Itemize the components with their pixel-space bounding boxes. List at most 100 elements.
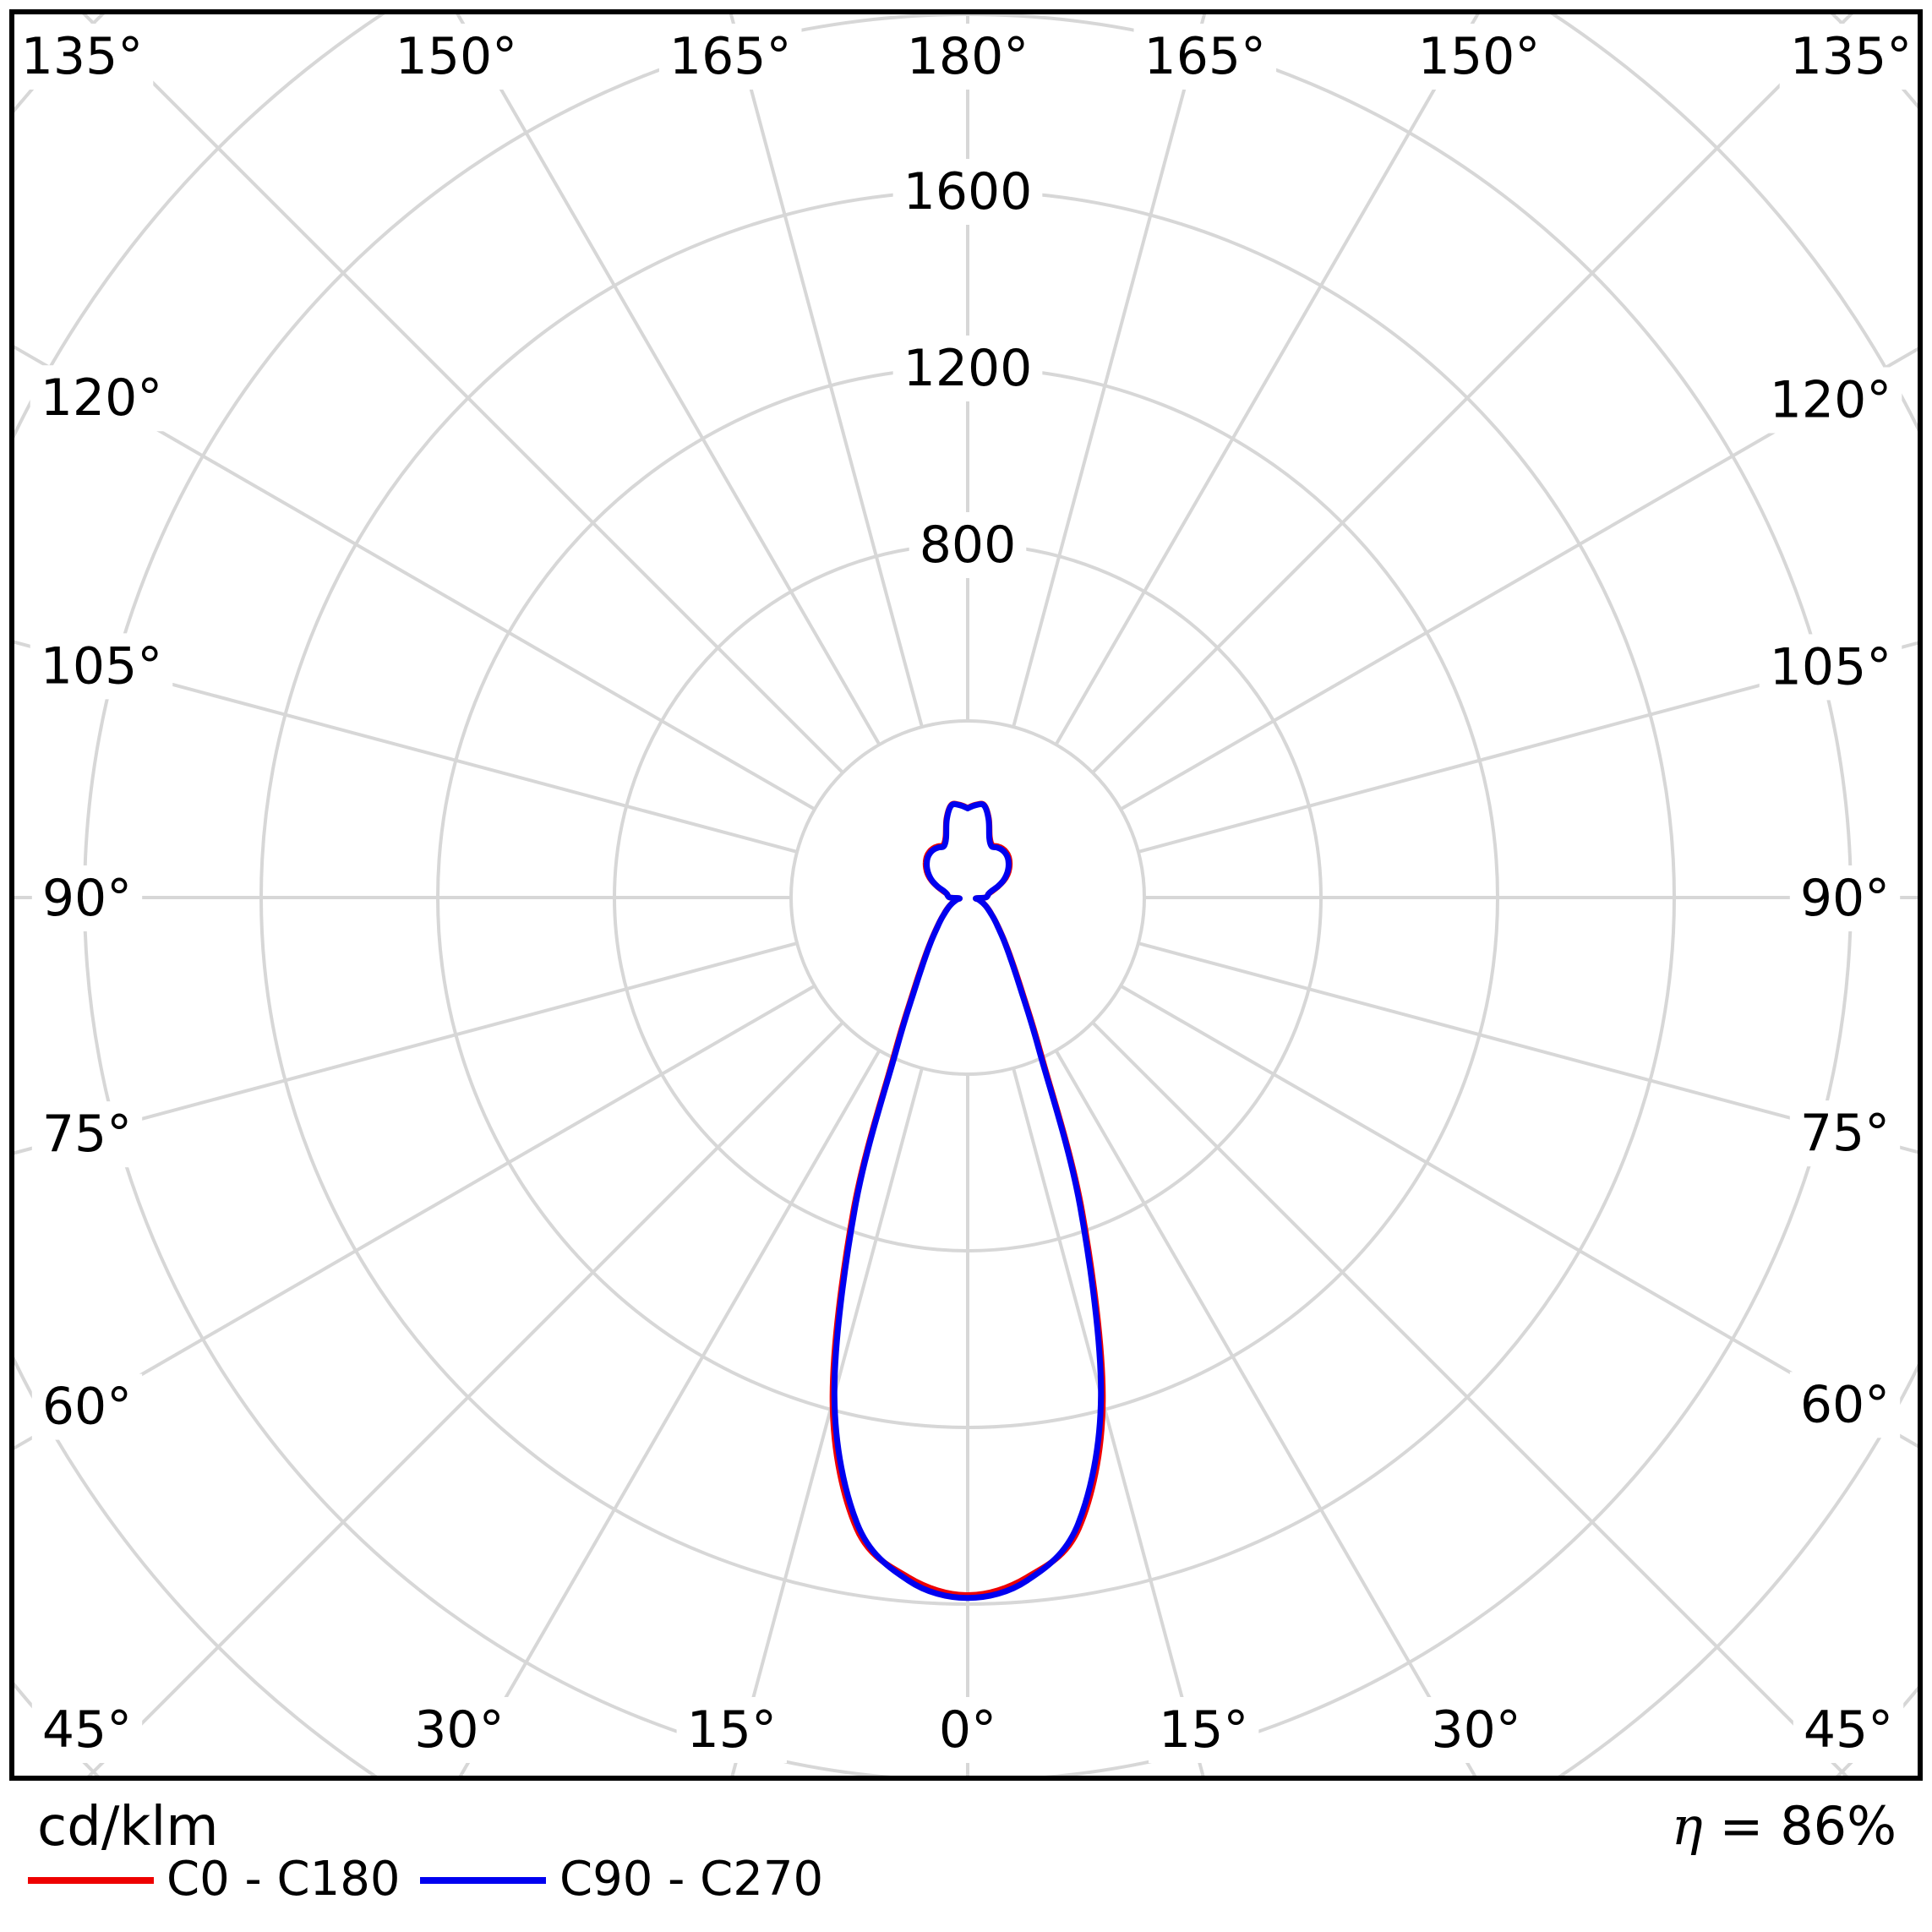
angle-label-text: 150° [1418,27,1541,86]
grid-spoke [730,1067,924,1776]
angle-label: 150° [1407,24,1551,90]
angle-label: 165° [1133,24,1277,90]
angle-label-text: 75° [42,1105,132,1164]
label-mask [31,1373,143,1440]
ring-labels: 800 1200 1600 [892,159,1043,578]
ring-label-text: 1200 [903,339,1033,398]
ring-label: 800 [909,512,1027,578]
grid-spoke [729,14,924,728]
angle-label: 165° [658,24,802,90]
angle-label: 135° [10,24,154,90]
angle-label: 180° [896,24,1040,90]
grid-spoke [82,14,844,774]
label-mask [892,336,1043,401]
angle-label-text: 120° [41,368,163,428]
label-mask [1759,634,1902,701]
label-mask [892,159,1043,225]
label-mask [1421,1697,1531,1763]
angle-label: 60° [31,1373,143,1440]
grid-spoke [1054,1049,1477,1776]
label-mask [1793,1697,1904,1763]
label-mask [404,1697,515,1763]
grid-spoke [87,1021,844,1776]
label-mask [658,24,802,90]
angle-label-text: 90° [1800,869,1890,928]
ring-label: 1200 [892,336,1043,401]
angle-label-text: 165° [1144,27,1267,86]
angle-label-text: 105° [41,636,163,696]
ring-label-text: 1600 [903,162,1033,221]
label-mask [1789,1100,1901,1167]
label-mask [31,1101,143,1168]
grid-spoke [1091,1021,1848,1776]
label-mask [1407,24,1551,90]
angle-label: 150° [385,24,528,90]
label-mask [385,24,528,90]
angle-label-text: 60° [1800,1375,1890,1434]
unit-label: cd/klm [37,1796,219,1858]
ring-label-text: 800 [920,516,1017,575]
grid-spoke [1012,14,1207,728]
grid-spoke [1119,347,1918,811]
angle-label-text: 75° [1800,1104,1890,1163]
angle-label-text: 180° [907,27,1029,86]
label-mask [896,24,1040,90]
label-mask [10,24,154,90]
grid-spoke [14,984,816,1450]
angle-label-text: 150° [396,27,518,86]
legend-label-c0-c180: C0 - C180 [166,1852,401,1907]
angle-label-text: 135° [1790,27,1913,86]
angle-label-text: 30° [1431,1700,1520,1760]
angle-label-text: 45° [1804,1700,1893,1760]
efficiency-label: η = 86% [1672,1797,1897,1856]
label-mask [30,633,173,700]
eta-value: = 86% [1702,1795,1897,1857]
angle-label: 90° [1789,865,1901,931]
label-mask [1759,367,1902,434]
angle-label: 105° [30,633,173,700]
grid-spoke [458,1049,881,1776]
angle-label: 120° [1759,367,1902,434]
angle-label-text: 15° [687,1700,777,1760]
grid-spoke [1138,641,1918,854]
angle-label: 90° [31,865,143,931]
label-mask [676,1697,787,1763]
grid-spoke [1012,1067,1205,1776]
grid-spoke [1119,984,1918,1449]
label-mask [928,1697,1007,1763]
angle-labels: 135° 150° 165° 180° 165° 150° 135° 120° 120° 105°… [10,24,1923,1763]
angle-label: 15° [1149,1697,1259,1763]
angle-label: 30° [1421,1697,1531,1763]
eta-symbol: η [1671,1795,1703,1857]
angle-label-text: 45° [42,1700,132,1760]
angle-label: 75° [31,1101,143,1168]
angle-label-text: 135° [21,27,144,86]
angle-label: 45° [1793,1697,1904,1763]
curves [829,800,1106,1602]
angle-label-text: 90° [42,869,132,928]
grid-spoke [14,345,816,811]
angle-label: 75° [1789,1100,1901,1167]
label-mask [1779,24,1923,90]
angle-label-text: 120° [1770,371,1892,430]
legend-label-c90-c270: C90 - C270 [559,1852,824,1907]
angle-label: 120° [30,365,173,432]
label-mask [1789,1372,1901,1438]
angle-label: 135° [1779,24,1923,90]
label-mask [909,512,1027,578]
grid-ring [789,719,1146,1076]
grid-spoke [14,941,798,1155]
legend-swatch-c0-c180 [28,1877,154,1884]
angle-label: 0° [928,1697,1007,1763]
curve-c90-c270 [831,800,1105,1602]
grid-spoke [1091,14,1853,774]
label-mask [31,1697,143,1763]
ring-label: 1600 [892,159,1043,225]
angle-label: 15° [676,1697,787,1763]
grid-spoke [456,14,881,746]
grid-spoke [14,640,798,854]
legend-swatch-c90-c270 [420,1877,546,1884]
